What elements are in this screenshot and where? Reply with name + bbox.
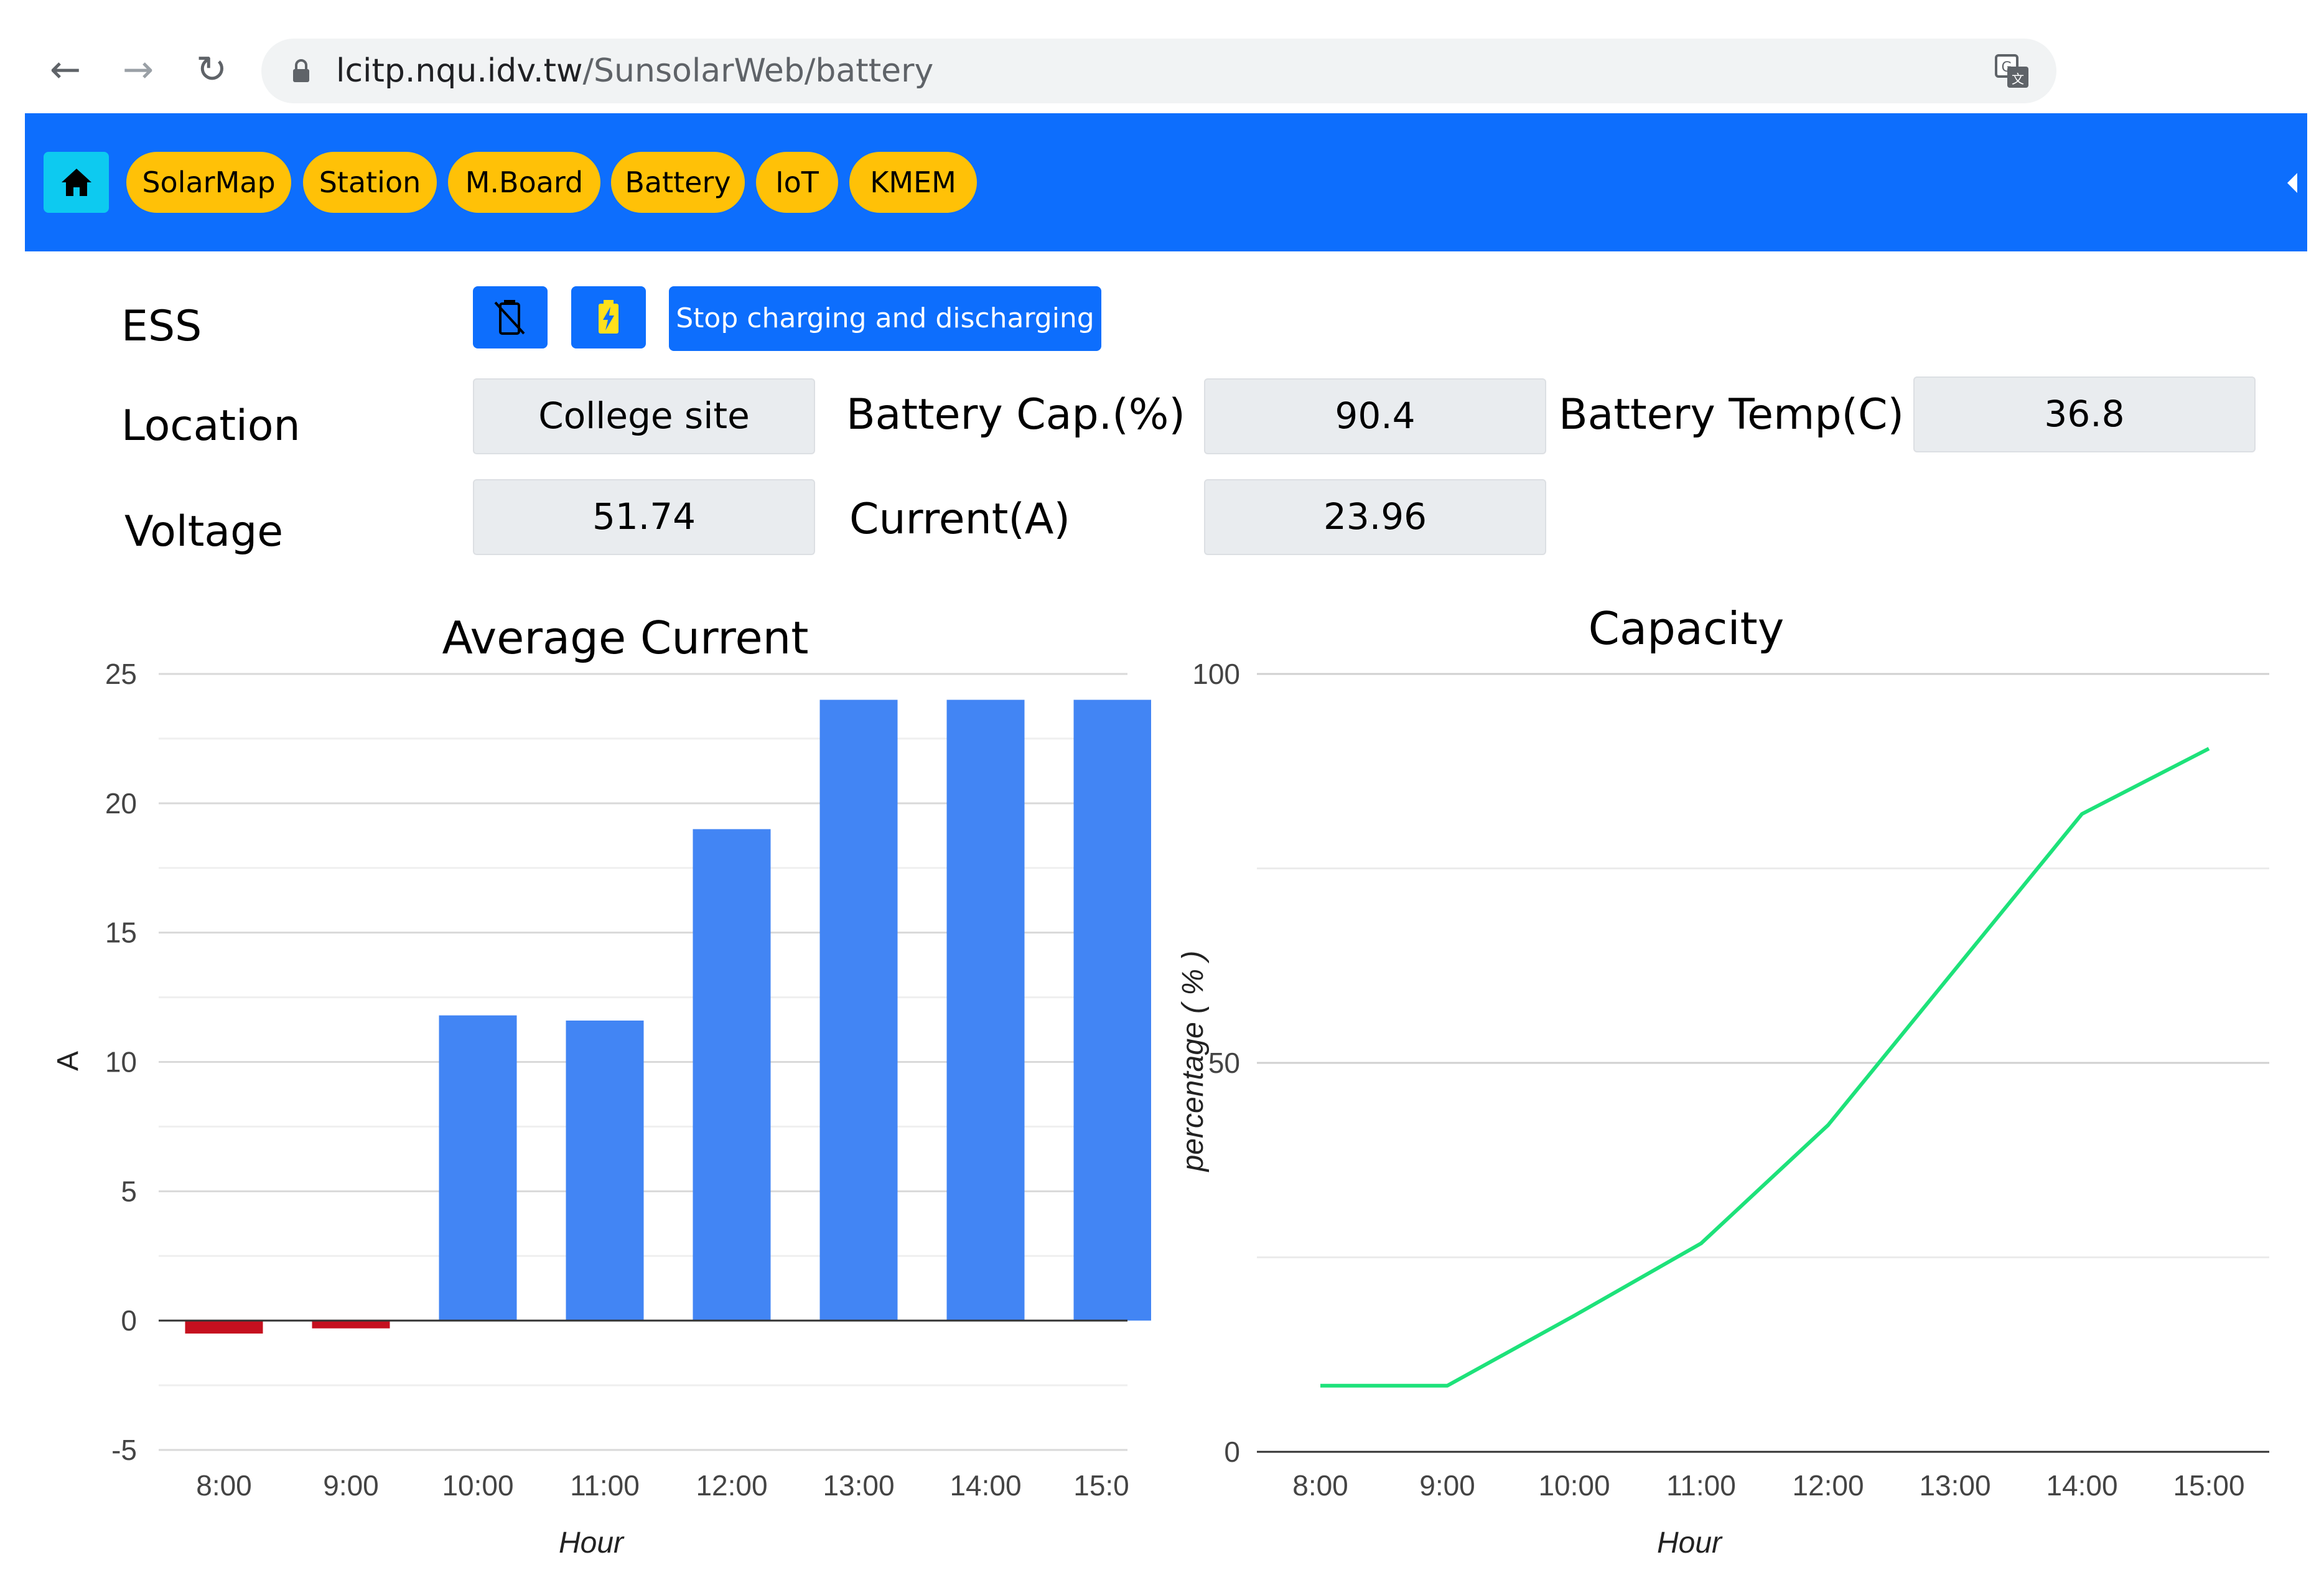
location-label: Location [121, 401, 301, 451]
x-tick-label: 10:00 [1538, 1469, 1610, 1502]
nav-mboard-button[interactable]: M.Board [448, 152, 600, 213]
battery-cap-field: 90.4 [1204, 378, 1546, 454]
x-tick-label: 9:00 [323, 1469, 379, 1502]
location-field: College site [473, 378, 815, 454]
y-axis-label: A [52, 1051, 85, 1071]
nav-solarmap-button[interactable]: SolarMap [126, 152, 291, 213]
svg-text:文: 文 [2012, 72, 2024, 86]
voltage-field: 51.74 [473, 479, 815, 555]
y-tick-label: 25 [105, 658, 137, 690]
x-tick-label: 10:00 [442, 1469, 513, 1502]
url-host: lcitp.nqu.idv.tw [336, 52, 583, 90]
battery-charging-icon [599, 300, 618, 334]
svg-text:G: G [2001, 60, 2012, 75]
y-axis-label: percentage ( % ) [1177, 951, 1210, 1173]
x-tick-label: 13:00 [1919, 1469, 1990, 1502]
nav-station-button[interactable]: Station [303, 152, 437, 213]
x-tick-label: 9:00 [1419, 1469, 1475, 1502]
battery-temp-field: 36.8 [1913, 376, 2256, 452]
x-tick-label: 11:00 [570, 1469, 640, 1502]
x-tick-label: 8:00 [196, 1469, 252, 1502]
collapse-caret-icon[interactable] [2287, 173, 2297, 193]
x-tick-label: 12:00 [696, 1469, 767, 1502]
capacity-chart: Capacity 100 50 0 8:00 9:00 10:00 11:00 12:00 1… [1177, 602, 2269, 1559]
address-bar[interactable] [261, 39, 2056, 103]
y-tick-label: 20 [105, 787, 137, 820]
x-tick-label: 11:00 [1666, 1469, 1736, 1502]
average-current-chart: Average Current 25 20 15 10 5 0 -5 8:00 9:00 10:… [52, 612, 1152, 1559]
nav-iot-button[interactable]: IoT [756, 152, 838, 213]
current-field: 23.96 [1204, 479, 1546, 555]
voltage-label: Voltage [124, 507, 284, 556]
bar[interactable] [312, 1321, 390, 1329]
x-axis-label: Hour [1657, 1526, 1723, 1559]
current-label: Current(A) [849, 495, 1070, 544]
y-tick-label: 15 [105, 917, 137, 949]
forward-arrow-icon[interactable]: → [122, 48, 154, 91]
capacity-series-line[interactable] [1320, 747, 2210, 1388]
url-text[interactable]: lcitp.nqu.idv.tw/SunsolarWeb/battery [336, 49, 933, 93]
x-tick-label: 8:00 [1292, 1469, 1348, 1502]
home-icon [62, 169, 91, 196]
x-tick-label: 14:00 [2046, 1469, 2117, 1502]
app-navbar: SolarMap Station M.Board Battery IoT KME… [25, 113, 2307, 251]
y-tick-label: -5 [111, 1434, 137, 1466]
y-tick-label: 5 [121, 1175, 137, 1207]
bar[interactable] [185, 1321, 263, 1334]
url-path: /SunsolarWeb/battery [582, 52, 934, 90]
x-tick-label: 15:00 [2173, 1469, 2244, 1502]
y-tick-label: 0 [1224, 1436, 1240, 1468]
ess-label: ESS [121, 302, 202, 351]
bar[interactable] [819, 699, 898, 1321]
x-tick-label: 12:00 [1792, 1469, 1864, 1502]
battery-off-button[interactable] [473, 286, 548, 348]
battery-temp-label: Battery Temp(C) [1559, 390, 1905, 439]
bar[interactable] [439, 1015, 517, 1321]
y-tick-label: 50 [1208, 1047, 1240, 1079]
x-tick-label: 15:0 [1073, 1469, 1129, 1502]
browser-chrome: ← → ↻ lcitp.nqu.idv.tw/SunsolarWeb/batte… [0, 0, 2324, 113]
y-tick-label: 0 [121, 1304, 137, 1337]
back-arrow-icon[interactable]: ← [49, 48, 82, 91]
y-tick-label: 10 [105, 1046, 137, 1078]
nav-kmem-button[interactable]: KMEM [849, 152, 977, 213]
home-button[interactable] [44, 152, 109, 213]
bar[interactable] [566, 1020, 644, 1321]
chart-title: Capacity [1589, 602, 1785, 655]
battery-off-icon [494, 300, 525, 335]
x-tick-label: 13:00 [823, 1469, 894, 1502]
y-tick-label: 100 [1192, 658, 1240, 690]
bar[interactable] [1073, 699, 1152, 1321]
reload-icon[interactable]: ↻ [195, 48, 228, 91]
x-axis-label: Hour [559, 1526, 625, 1559]
battery-cap-label: Battery Cap.(%) [846, 390, 1185, 439]
bar[interactable] [693, 829, 771, 1321]
nav-battery-button[interactable]: Battery [611, 152, 745, 213]
translate-icon[interactable]: G 文 [1994, 54, 2030, 90]
lock-icon [293, 59, 309, 82]
chart-title: Average Current [442, 612, 809, 664]
stop-charging-button[interactable]: Stop charging and discharging [669, 286, 1101, 351]
battery-charging-button[interactable] [571, 286, 646, 348]
bar[interactable] [946, 699, 1025, 1321]
x-tick-label: 14:00 [950, 1469, 1021, 1502]
